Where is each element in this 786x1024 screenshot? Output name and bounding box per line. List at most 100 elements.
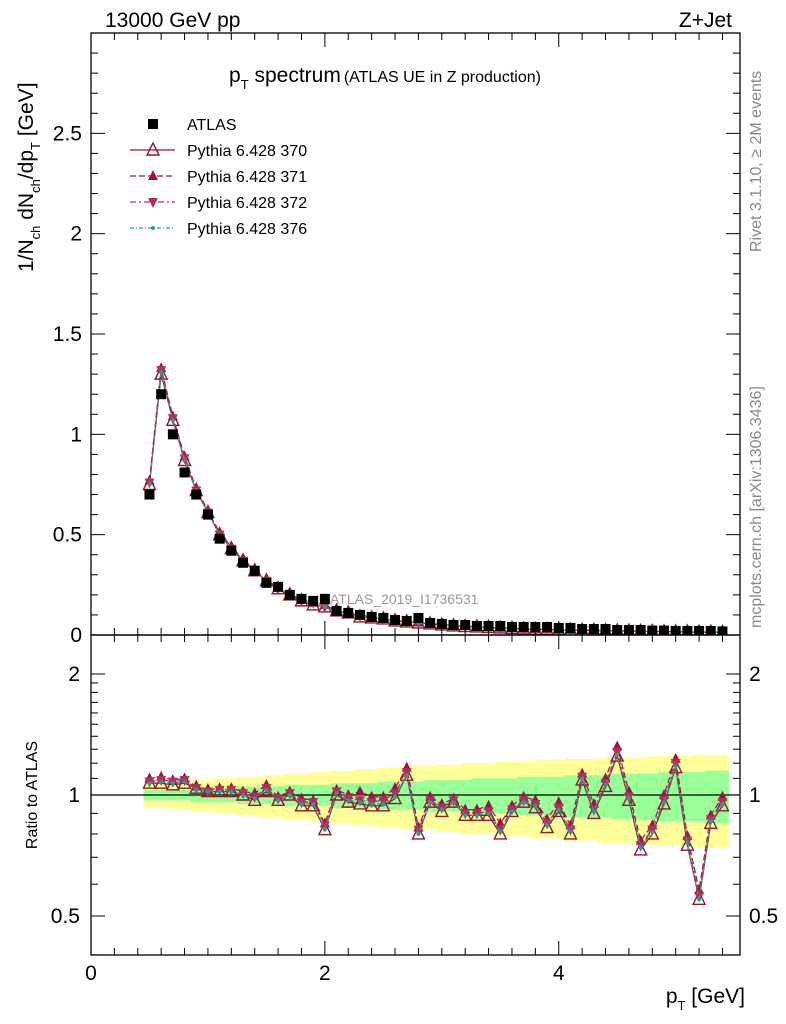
data-point — [284, 589, 295, 600]
data-point — [366, 611, 377, 622]
ratio-point-1 — [691, 890, 707, 906]
ratio-point-4 — [322, 827, 327, 832]
ratio-point-1 — [633, 841, 648, 856]
chart-title: pT spectrum (ATLAS UE in Z production) — [229, 64, 541, 92]
ratio-y-tick-label-right: 2 — [749, 663, 761, 686]
band-inner-bin — [494, 778, 507, 814]
y-tick-label: 2 — [70, 223, 82, 246]
ratio-point-2 — [694, 884, 705, 895]
ratio-point-4 — [685, 840, 690, 845]
ratio-point-4 — [346, 798, 351, 803]
ratio-point-4 — [580, 776, 585, 781]
ratio-point-4 — [194, 787, 199, 792]
ratio-y-tick-label-right: 0.5 — [749, 905, 778, 928]
data-point — [495, 620, 506, 631]
ratio-point-1 — [528, 799, 543, 814]
legend-marker — [151, 226, 155, 230]
ratio-point-4 — [626, 796, 631, 801]
data-point — [471, 620, 482, 631]
legend-label: Pythia 6.428 376 — [187, 221, 307, 238]
ratio-point-4 — [264, 787, 269, 792]
ratio-point-4 — [159, 779, 164, 784]
header-left: 13000 GeV pp — [105, 9, 240, 32]
data-point — [682, 625, 693, 635]
legend-marker — [145, 141, 161, 156]
band-inner-bin — [564, 775, 577, 818]
mc-point-4 — [182, 458, 187, 463]
data-point — [308, 595, 319, 606]
data-point — [460, 619, 471, 630]
data-point — [612, 624, 623, 635]
ratio-point-4 — [568, 829, 573, 834]
ratio-plot-marks — [91, 740, 740, 906]
legend: ATLAS Pythia 6.428 370 Pythia 6.428 371 Pyt… — [130, 117, 307, 238]
ratio-point-1 — [715, 797, 730, 812]
data-point — [354, 609, 365, 620]
ratio-point-4 — [451, 800, 456, 805]
ratio-point-4 — [229, 789, 234, 794]
band-inner-bin — [471, 778, 484, 814]
ratio-point-4 — [708, 819, 713, 824]
ratio-point-2 — [354, 785, 365, 796]
ratio-point-4 — [498, 829, 503, 834]
data-point — [483, 620, 494, 631]
ratio-point-4 — [428, 800, 433, 805]
data-point — [249, 565, 260, 576]
ratio-point-1 — [668, 759, 683, 774]
data-point — [214, 533, 225, 544]
band-inner-bin — [611, 773, 624, 820]
ratio-point-1 — [575, 771, 590, 786]
ratio-point-4 — [334, 791, 339, 796]
legend-label: Pythia 6.428 370 — [187, 143, 307, 160]
ratio-point-4 — [217, 789, 222, 794]
ratio-point-4 — [591, 809, 596, 814]
band-inner-bin — [634, 773, 647, 820]
data-point — [565, 622, 576, 633]
band-inner-bin — [646, 773, 659, 820]
xlabel: pT [GeV] — [666, 985, 745, 1013]
data-point — [390, 614, 401, 625]
data-point — [506, 621, 517, 632]
ratio-point-1 — [493, 825, 508, 840]
ratio-point-1 — [563, 825, 578, 840]
ratio-point-4 — [299, 801, 304, 806]
axes: 0 2 4 0 0.5 1 1.5 2 2.5 0.5 0.5 1 1 2 2 — [51, 32, 778, 985]
data-point — [226, 545, 237, 556]
legend-label: ATLAS — [187, 117, 237, 134]
mc-point-4 — [147, 482, 152, 487]
legend-marker — [148, 119, 158, 129]
legend-label: Pythia 6.428 372 — [187, 195, 307, 212]
data-point — [378, 612, 389, 623]
ratio-point-4 — [311, 801, 316, 806]
ratio-y-tick-label: 1 — [68, 784, 80, 807]
ratio-point-1 — [306, 797, 321, 812]
ratio-point-1 — [154, 774, 169, 789]
ratio-point-4 — [357, 800, 362, 805]
ratio-point-4 — [521, 800, 526, 805]
ratio-point-4 — [287, 793, 292, 797]
ratio-point-1 — [247, 791, 262, 807]
data-point — [296, 593, 307, 604]
ratio-ylabel: Ratio to ATLAS — [24, 741, 41, 849]
ratio-point-4 — [182, 779, 187, 784]
ratio-point-4 — [276, 798, 281, 803]
band-inner-bin — [541, 776, 554, 816]
ratio-point-1 — [294, 797, 309, 812]
data-point — [518, 621, 529, 632]
ratio-point-4 — [603, 782, 608, 787]
main-ylabel: 1/Nch dNch/dpT [GeV] — [15, 82, 43, 272]
legend-marker — [148, 198, 158, 208]
data-point — [542, 621, 553, 632]
data-point — [705, 625, 716, 635]
ratio-point-1 — [458, 806, 473, 822]
ratio-point-1 — [376, 797, 391, 812]
ratio-point-1 — [703, 814, 718, 830]
band-inner-bin — [482, 778, 495, 814]
rivet-label: Rivet 3.1.10, ≥ 2M events — [748, 71, 765, 252]
data-point — [144, 489, 155, 500]
ratio-point-3 — [390, 789, 401, 800]
data-point — [179, 467, 190, 478]
data-point — [343, 607, 354, 618]
data-point — [156, 389, 167, 400]
